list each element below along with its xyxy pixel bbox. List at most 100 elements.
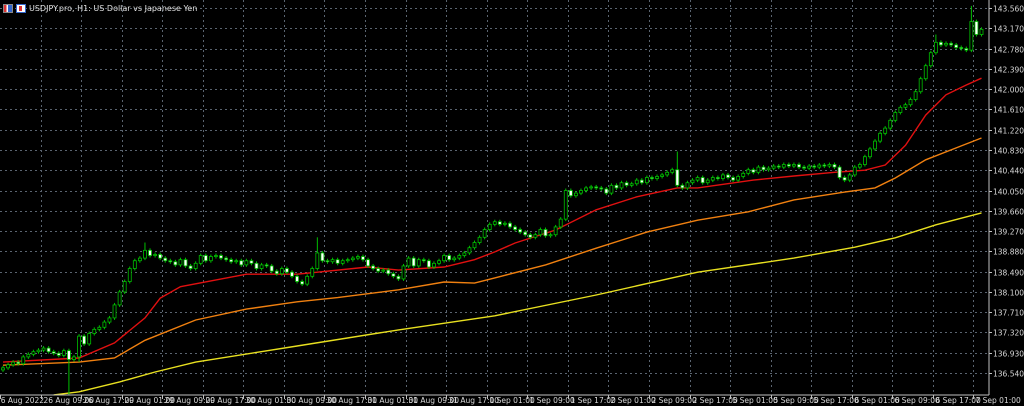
candle bbox=[857, 162, 862, 170]
candle bbox=[508, 221, 512, 229]
candle-body-bull bbox=[482, 229, 487, 238]
candle-body-bear bbox=[776, 165, 781, 168]
x-tick-label: 1 Sep 01:00 bbox=[490, 396, 536, 405]
candle bbox=[366, 257, 370, 268]
candle-body-bull bbox=[117, 291, 122, 306]
y-tick-label: 138.490 bbox=[993, 269, 1024, 278]
x-tick-label: 31 Aug 01:00 bbox=[368, 396, 419, 405]
candle-body-bear bbox=[264, 264, 269, 267]
candle bbox=[817, 163, 822, 170]
candle-body-bear bbox=[421, 259, 426, 262]
candle bbox=[736, 174, 741, 183]
chart-type-icon[interactable] bbox=[16, 3, 26, 13]
candle-body-bull bbox=[893, 112, 898, 121]
candle-body-bull bbox=[655, 176, 659, 179]
candle-body-bull bbox=[558, 218, 563, 228]
candle-body-bull bbox=[416, 259, 421, 267]
candle-body-bear bbox=[959, 47, 964, 49]
candle-body-bull bbox=[350, 257, 355, 261]
candle-body-bull bbox=[26, 353, 31, 358]
candle-body-bull bbox=[36, 349, 41, 353]
candle bbox=[797, 162, 801, 170]
candle-body-bull bbox=[705, 179, 710, 184]
candle bbox=[700, 175, 705, 185]
x-tick-label: 2 Sep 09:00 bbox=[652, 396, 698, 405]
candle-body-bull bbox=[548, 234, 553, 237]
x-tick-label: 2 Sep 01:00 bbox=[611, 396, 657, 405]
candle bbox=[421, 257, 426, 263]
candle bbox=[72, 354, 76, 362]
candle-body-bull bbox=[589, 186, 594, 189]
candle-body-bear bbox=[964, 48, 969, 51]
candle bbox=[117, 289, 122, 307]
x-tick-label: 29 Aug 01:00 bbox=[125, 396, 176, 405]
candle bbox=[457, 253, 462, 261]
y-tick-label: 143.170 bbox=[993, 25, 1024, 34]
candle bbox=[472, 240, 477, 250]
candle bbox=[132, 258, 137, 271]
x-tick-label: 2 Sep 17:00 bbox=[693, 396, 739, 405]
candle bbox=[264, 262, 269, 268]
candle bbox=[680, 183, 685, 190]
candle bbox=[715, 175, 720, 181]
candle-body-bull bbox=[340, 260, 345, 264]
candle bbox=[239, 258, 244, 267]
candle bbox=[279, 266, 284, 276]
x-tick-label: 30 Aug 17:00 bbox=[327, 396, 378, 405]
candle bbox=[949, 41, 953, 47]
candle bbox=[685, 180, 690, 190]
candle bbox=[827, 162, 832, 169]
candle bbox=[41, 346, 46, 353]
candle-body-bear bbox=[300, 281, 305, 285]
candle bbox=[492, 219, 497, 227]
candle-body-bear bbox=[954, 44, 959, 48]
candle bbox=[969, 5, 974, 53]
y-tick-label: 138.100 bbox=[993, 289, 1024, 298]
candle-body-bear bbox=[650, 177, 654, 179]
candle bbox=[340, 258, 345, 266]
candle bbox=[710, 175, 715, 183]
candle-body-bull bbox=[477, 236, 482, 243]
candle-body-bear bbox=[188, 265, 193, 269]
candle bbox=[305, 274, 310, 287]
y-tick-label: 143.560 bbox=[993, 5, 1024, 14]
candle-body-bear bbox=[361, 256, 365, 261]
candle bbox=[660, 172, 664, 179]
candle-body-bull bbox=[741, 172, 746, 177]
candle bbox=[401, 263, 406, 281]
candle-body-bull bbox=[944, 42, 948, 46]
candle bbox=[487, 222, 492, 232]
candle-body-bear bbox=[497, 221, 502, 225]
y-tick-label: 140.440 bbox=[993, 167, 1024, 176]
candle bbox=[584, 185, 588, 193]
candle bbox=[842, 175, 847, 183]
candle bbox=[497, 219, 502, 227]
x-tick-label: 26 Aug 09:00 bbox=[44, 396, 95, 405]
candle bbox=[198, 253, 203, 266]
candle-body-bear bbox=[320, 252, 325, 262]
candle bbox=[771, 164, 776, 171]
candle-body-bull bbox=[979, 28, 984, 35]
candle-body-bull bbox=[710, 177, 715, 181]
candle bbox=[695, 175, 700, 183]
symbol-flag-icon[interactable] bbox=[3, 3, 13, 13]
candle bbox=[168, 258, 173, 264]
candle-body-bull bbox=[492, 221, 497, 225]
candle bbox=[878, 131, 883, 144]
x-tick-label: 26 Aug 17:00 bbox=[84, 396, 135, 405]
candle-body-bear bbox=[269, 265, 274, 272]
grid bbox=[0, 0, 989, 395]
candle-body-bull bbox=[234, 260, 239, 263]
candle-body-bear bbox=[274, 270, 279, 275]
candle-body-bull bbox=[143, 249, 147, 259]
candle-body-bull bbox=[807, 165, 812, 169]
candle bbox=[127, 266, 132, 284]
candle-body-bear bbox=[229, 259, 234, 263]
candle bbox=[766, 166, 771, 172]
candle bbox=[533, 232, 538, 240]
candle bbox=[665, 170, 670, 177]
candle bbox=[21, 354, 26, 366]
candle bbox=[82, 334, 87, 346]
candles bbox=[1, 5, 984, 395]
